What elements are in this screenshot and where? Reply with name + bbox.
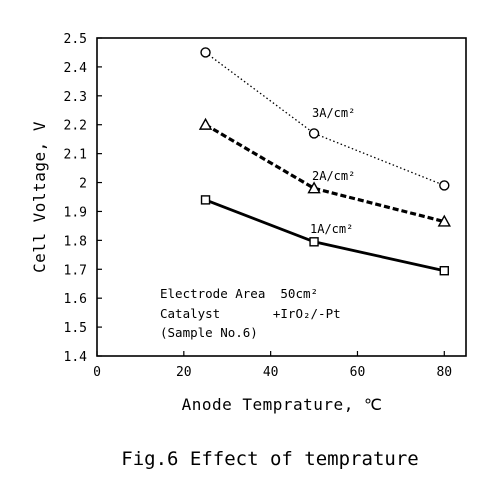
data-point-square [200,195,211,205]
data-point-triangle [198,117,213,130]
series-label-3a: 3A/cm² [312,106,355,120]
series-label-2a: 2A/cm² [312,169,355,183]
y-axis-label: Cell Voltage, V [30,121,49,273]
series-markers [198,47,451,276]
x-tick-label: 80 [436,365,452,380]
data-point-triangle [437,214,451,227]
series-line-triangle [204,123,445,224]
data-point-circle [439,180,450,191]
y-tick-label: 2.4 [64,61,88,76]
annotation-electrode-area: Electrode Area 50cm² [160,286,318,301]
series-line-circle [205,51,445,187]
annotation-sample: (Sample No.6) [160,325,258,340]
x-tick-label: 40 [263,365,279,380]
y-tick-label: 1.8 [64,234,87,249]
plot-area-frame [96,37,467,357]
y-tick-label: 1.9 [64,205,87,220]
y-tick-label: 1.4 [64,350,88,365]
y-tick-label: 2.3 [64,90,87,105]
y-tick-label: 2.2 [64,119,87,134]
axis-ticks: 0 20 40 60 80 1.4 1.5 1.6 1.7 1.8 1.9 2 2.1 2.2 2.3 2.4… [64,32,453,380]
data-point-circle [308,128,320,139]
data-point-square [439,266,449,276]
y-tick-label: 1.6 [64,292,87,307]
y-tick-label: 2.5 [64,32,87,47]
series-label-1a: 1A/cm² [310,222,353,236]
y-tick-label: 2.1 [64,148,87,163]
figure-caption: Fig.6 Effect of temprature [121,448,418,470]
x-tick-label: 60 [350,365,366,380]
data-point-square [309,237,319,247]
x-tick-label: 20 [176,365,192,380]
y-tick-label: 1.7 [64,263,87,278]
series-lines [204,51,445,273]
y-tick-label: 1.5 [64,321,87,336]
annotation-catalyst: Catalyst +IrO₂/-Pt [160,306,341,321]
data-point-circle [200,47,211,58]
x-tick-label: 0 [93,365,101,380]
x-axis-label: Anode Temprature, ℃ [182,395,383,414]
data-point-triangle [307,181,321,194]
y-tick-label: 2 [79,177,87,192]
